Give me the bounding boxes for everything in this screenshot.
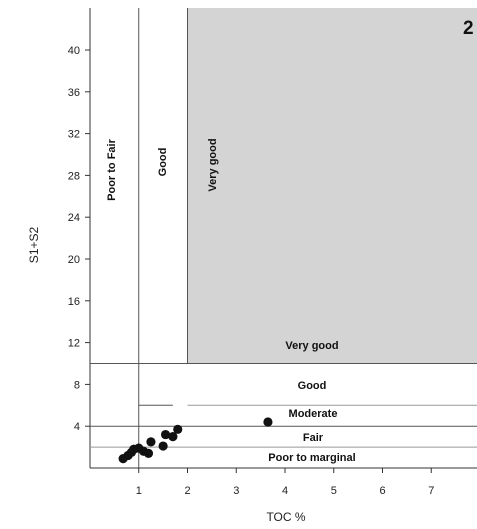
data-point bbox=[173, 424, 183, 434]
y-tick-label: 40 bbox=[68, 45, 80, 57]
x-axis-ticks: 1 2 3 4 5 6 7 bbox=[136, 468, 434, 497]
zone-label-moderate: Moderate bbox=[289, 408, 338, 420]
very-good-shaded-zone bbox=[187, 8, 477, 364]
x-tick-label: 6 bbox=[379, 485, 385, 497]
x-tick-label: 2 bbox=[184, 485, 190, 497]
y-axis-ticks: 4 8 12 16 20 24 28 32 36 40 bbox=[68, 45, 90, 433]
y-tick-label: 8 bbox=[74, 379, 80, 391]
y-tick-label: 32 bbox=[68, 129, 80, 141]
y-axis-title: S1+S2 bbox=[27, 226, 41, 263]
zone-label-poor-to-marginal: Poor to marginal bbox=[268, 452, 355, 464]
zone-label-good: Good bbox=[298, 380, 327, 392]
data-point bbox=[158, 441, 168, 451]
zone-label-fair: Fair bbox=[303, 432, 324, 444]
y-tick-label: 24 bbox=[68, 212, 80, 224]
zone-label-poor-to-fair: Poor to Fair bbox=[106, 138, 118, 200]
y-tick-label: 28 bbox=[68, 170, 80, 182]
y-tick-label: 12 bbox=[68, 338, 80, 350]
panel-label: 2 bbox=[463, 18, 474, 39]
x-tick-label: 7 bbox=[428, 485, 434, 497]
data-point bbox=[160, 429, 171, 440]
x-tick-label: 5 bbox=[331, 485, 337, 497]
data-point bbox=[168, 432, 178, 442]
data-points bbox=[118, 417, 273, 464]
x-tick-label: 4 bbox=[282, 485, 288, 497]
zone-label-very-good: Very good bbox=[285, 340, 338, 352]
data-point bbox=[146, 437, 156, 447]
x-axis-title: TOC % bbox=[266, 510, 305, 524]
y-tick-label: 4 bbox=[74, 421, 80, 433]
y-tick-label: 16 bbox=[68, 296, 80, 308]
y-tick-label: 36 bbox=[68, 87, 80, 99]
zone-label-good-vertical: Good bbox=[157, 148, 169, 177]
zone-label-very-good-vertical: Very good bbox=[207, 138, 219, 191]
y-tick-label: 20 bbox=[68, 254, 80, 266]
x-tick-label: 3 bbox=[233, 485, 239, 497]
data-point bbox=[143, 448, 154, 458]
data-point bbox=[263, 417, 273, 427]
x-tick-label: 1 bbox=[136, 485, 142, 497]
